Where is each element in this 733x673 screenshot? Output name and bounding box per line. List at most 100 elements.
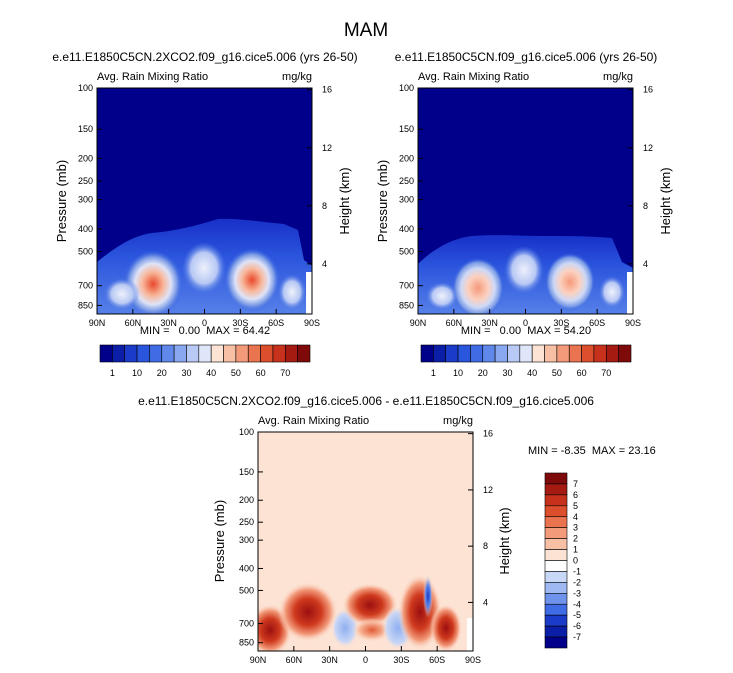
y-tick-label: 700 bbox=[78, 281, 93, 291]
panel-3-pos-southern-ocean bbox=[430, 604, 462, 651]
colorbar-box bbox=[186, 344, 200, 363]
x-tick-label: 60N bbox=[125, 318, 142, 328]
y-tick-label: 200 bbox=[239, 495, 254, 505]
y-tick-label: 700 bbox=[239, 619, 254, 629]
panel-3-axes: 100 150 200 250 300 400 500 700 850 16 12 8 4 90N 60N 3… bbox=[239, 427, 493, 665]
colorbar-box bbox=[470, 344, 484, 363]
y-tick-label: 300 bbox=[399, 195, 414, 205]
panel-3-title: e.e11.E1850C5CN.2XCO2.f09_g16.cice5.006 … bbox=[138, 394, 594, 408]
colorbar-label: 60 bbox=[256, 368, 266, 378]
y-tick-label: 150 bbox=[239, 467, 254, 477]
panel-1-title: e.e11.E1850C5CN.2XCO2.f09_g16.cice5.006 … bbox=[52, 50, 357, 64]
y-tick-label: 850 bbox=[399, 300, 414, 310]
panel-3-subtitle-left: Avg. Rain Mixing Ratio bbox=[258, 415, 369, 427]
x-tick-label: 90N bbox=[410, 318, 427, 328]
panel-2-title: e.e11.E1850C5CN.f09_g16.cice5.006 (yrs 2… bbox=[395, 50, 658, 64]
colorbar-label: 40 bbox=[527, 368, 537, 378]
x-tick-label: 60S bbox=[429, 655, 445, 665]
y-right-tick-label: 4 bbox=[483, 597, 488, 607]
colorbar-label: 1 bbox=[110, 368, 115, 378]
colorbar-label: 5 bbox=[573, 501, 578, 511]
colorbar-box bbox=[420, 344, 434, 363]
x-tick-label: 60N bbox=[286, 655, 303, 665]
panel-1-colorbar-labels: 1 10 20 30 40 50 60 70 bbox=[110, 368, 290, 378]
colorbar-label: -6 bbox=[573, 621, 581, 631]
panel-1-subtitle-right: mg/kg bbox=[282, 71, 312, 83]
colorbar-box bbox=[544, 505, 568, 518]
y-right-tick-label: 12 bbox=[483, 485, 493, 495]
colorbar-box bbox=[544, 571, 568, 583]
colorbar-box bbox=[544, 483, 568, 496]
y-right-tick-label: 16 bbox=[322, 85, 332, 95]
x-tick-label: 30S bbox=[232, 318, 248, 328]
colorbar-label: 1 bbox=[431, 368, 436, 378]
panel-3-subtitle-right: mg/kg bbox=[443, 415, 473, 427]
panel-3-pos-north bbox=[278, 582, 338, 642]
y-tick-label: 250 bbox=[399, 176, 414, 186]
colorbar-box bbox=[544, 549, 568, 561]
colorbar-label: 30 bbox=[181, 368, 191, 378]
panel-1-field bbox=[97, 88, 312, 314]
colorbar-box bbox=[544, 516, 568, 528]
panel-3-terrain bbox=[467, 618, 473, 651]
y-right-tick-label: 4 bbox=[643, 259, 648, 269]
panel-2-equatorial bbox=[504, 246, 544, 294]
x-tick-label: 90N bbox=[89, 318, 106, 328]
panel-2-max-south bbox=[545, 253, 595, 311]
colorbar-label: 2 bbox=[573, 534, 578, 544]
panel-2-colorbar-boxes bbox=[420, 344, 632, 363]
y-right-tick-label: 16 bbox=[483, 429, 493, 439]
colorbar-box bbox=[173, 344, 187, 363]
panel-1-stats: MIN = 0.00 MAX = 64.42 bbox=[140, 325, 270, 337]
panel-2-arctic bbox=[426, 282, 458, 310]
colorbar-box bbox=[297, 344, 311, 363]
x-tick-label: 90S bbox=[304, 318, 320, 328]
panel-2-terrain bbox=[627, 272, 633, 314]
x-tick-label: 60S bbox=[268, 318, 284, 328]
x-tick-label: 30N bbox=[321, 655, 338, 665]
colorbar-box bbox=[519, 344, 533, 363]
y-tick-label: 150 bbox=[78, 124, 93, 134]
x-tick-label: 0 bbox=[363, 655, 368, 665]
colorbar-box bbox=[544, 582, 568, 594]
colorbar-box bbox=[544, 614, 568, 627]
colorbar-box bbox=[445, 344, 459, 363]
colorbar-label: 10 bbox=[132, 368, 142, 378]
panel-2-subtitle-right: mg/kg bbox=[603, 71, 633, 83]
panel-2-subtitle-left: Avg. Rain Mixing Ratio bbox=[418, 71, 529, 83]
panel-2-ylabel: Pressure (mb) bbox=[375, 160, 390, 242]
y-tick-label: 500 bbox=[399, 247, 414, 257]
colorbar-box bbox=[593, 344, 607, 363]
colorbar-box bbox=[235, 344, 249, 363]
colorbar-label: -1 bbox=[573, 566, 581, 576]
colorbar-label: 20 bbox=[157, 368, 167, 378]
panel-1-ylabel: Pressure (mb) bbox=[54, 160, 69, 242]
colorbar-box bbox=[124, 344, 138, 363]
y-right-tick-label: 8 bbox=[483, 541, 488, 551]
colorbar-box bbox=[544, 593, 568, 605]
colorbar-label: 3 bbox=[573, 523, 578, 533]
colorbar-label: 6 bbox=[573, 490, 578, 500]
colorbar-box bbox=[272, 344, 286, 363]
panel-1-equatorial bbox=[182, 242, 226, 294]
y-tick-label: 500 bbox=[239, 585, 254, 595]
colorbar-box bbox=[544, 472, 568, 485]
colorbar-box bbox=[494, 344, 508, 363]
panel-2-field bbox=[418, 88, 633, 314]
colorbar-box bbox=[433, 344, 447, 363]
y-tick-label: 700 bbox=[399, 281, 414, 291]
colorbar-box bbox=[544, 560, 568, 572]
colorbar-box bbox=[99, 344, 113, 363]
colorbar-box bbox=[247, 344, 261, 363]
colorbar-box bbox=[544, 603, 568, 616]
x-tick-label: 90S bbox=[465, 655, 481, 665]
y-tick-label: 200 bbox=[78, 153, 93, 163]
x-tick-label: 60S bbox=[589, 318, 605, 328]
colorbar-box bbox=[482, 344, 496, 363]
colorbar-label: -5 bbox=[573, 610, 581, 620]
panel-3-neg-south bbox=[423, 574, 433, 618]
panel-2: e.e11.E1850C5CN.f09_g16.cice5.006 (yrs 2… bbox=[375, 50, 673, 378]
x-tick-label: 30S bbox=[393, 655, 409, 665]
colorbar-box bbox=[507, 344, 521, 363]
